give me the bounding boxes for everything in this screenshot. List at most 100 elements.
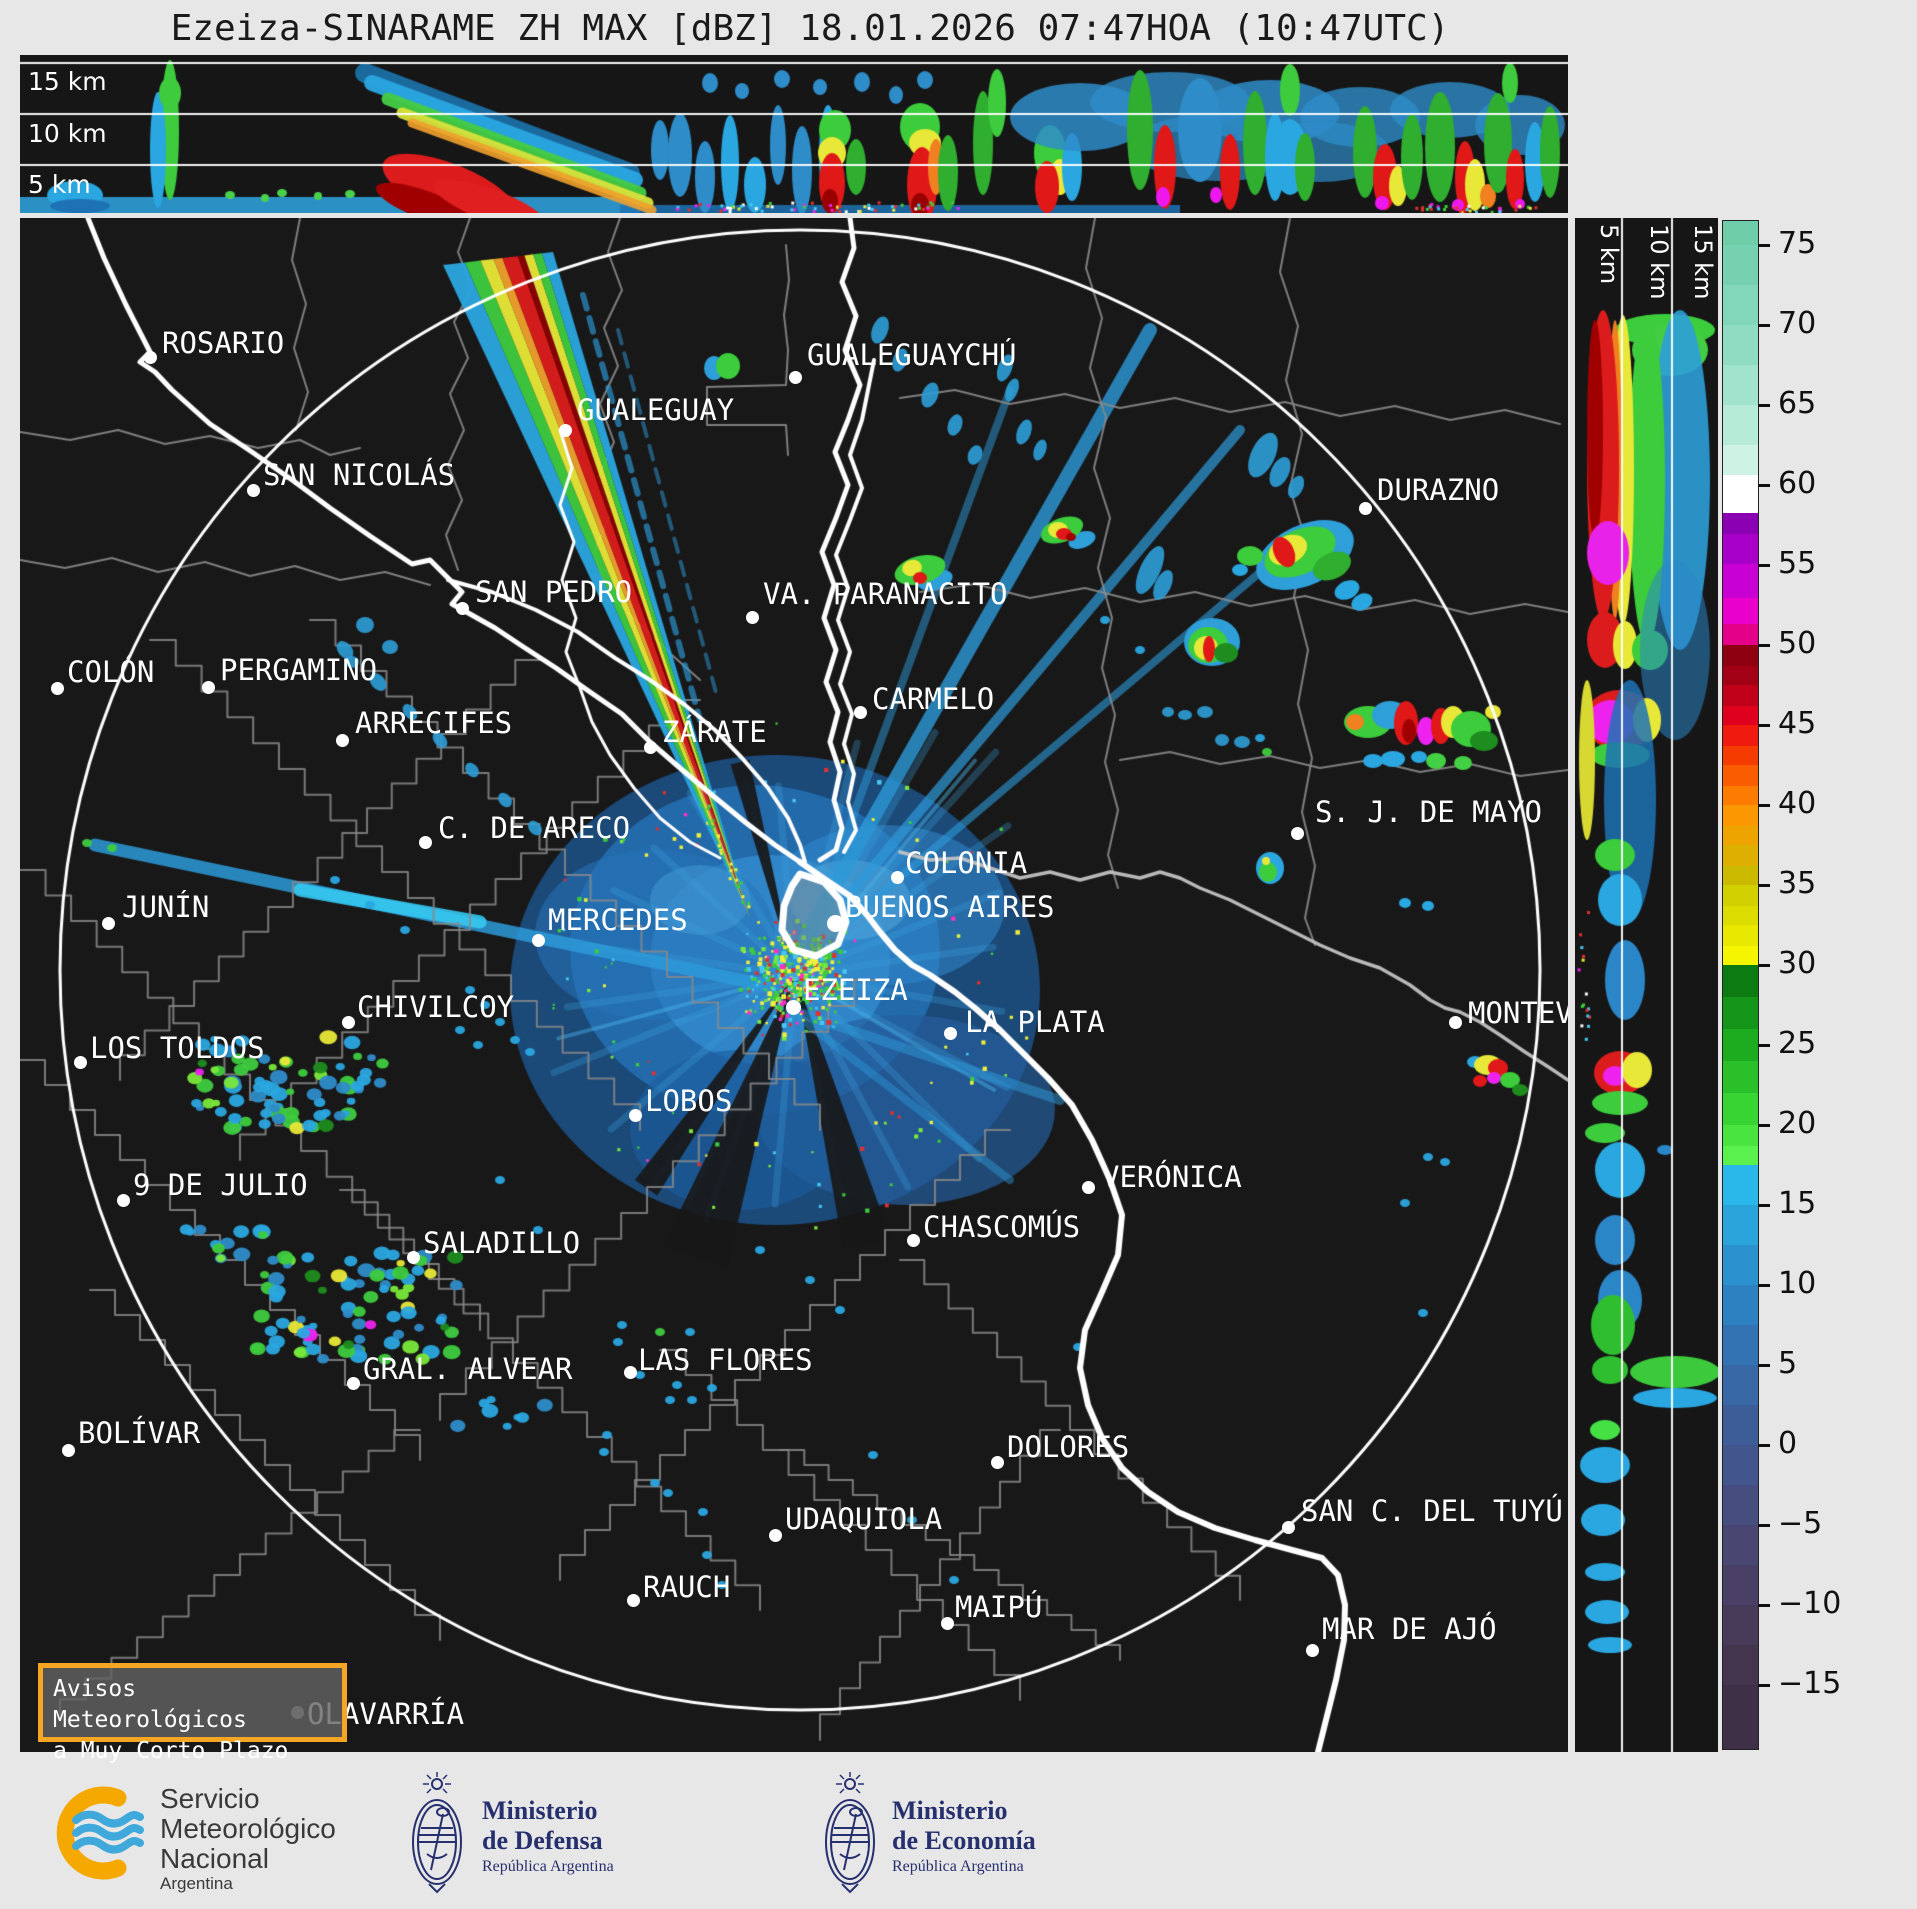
colorbar-tick xyxy=(1758,484,1770,487)
colorbar-segment xyxy=(1723,513,1758,534)
colorbar-segment xyxy=(1723,946,1758,965)
city-dot xyxy=(50,681,64,695)
colorbar-segment xyxy=(1723,221,1758,245)
city-label: COLONIA xyxy=(905,846,1028,880)
colorbar-segment xyxy=(1723,925,1758,946)
warning-line2: a Muy Corto Plazo xyxy=(53,1738,289,1764)
economia-sub: República Argentina xyxy=(892,1858,1024,1875)
colorbar-segment xyxy=(1723,786,1758,805)
city-dot xyxy=(558,423,572,437)
right-axis-label-10km: 10 km xyxy=(1645,224,1673,300)
colorbar-segment xyxy=(1723,598,1758,624)
city-label: ZÁRATE xyxy=(662,715,767,749)
colorbar-segment xyxy=(1723,624,1758,645)
colorbar-tick xyxy=(1758,1444,1770,1447)
city-dot xyxy=(1290,826,1304,840)
smn-name-line2: Meteorológico xyxy=(160,1813,336,1844)
city-label: SAN C. DEL TUYÚ xyxy=(1301,1494,1563,1528)
city-dot xyxy=(1281,1520,1295,1534)
city-dot xyxy=(890,870,904,884)
city-dot xyxy=(643,740,657,754)
colorbar-tick xyxy=(1758,964,1770,967)
colorbar-tick-label: 50 xyxy=(1778,626,1817,661)
colorbar-segment xyxy=(1723,534,1758,564)
colorbar-tick xyxy=(1758,1284,1770,1287)
city-label: CHIVILCOY xyxy=(357,990,515,1024)
colorbar-tick xyxy=(1758,1364,1770,1367)
colorbar-tick xyxy=(1758,324,1770,327)
city-label: MAIPÚ xyxy=(955,1590,1043,1624)
colorbar-tick-label: 25 xyxy=(1778,1026,1817,1061)
colorbar-tick-label: 5 xyxy=(1778,1346,1798,1381)
top-cross-section-panel: 15 km 10 km 5 km xyxy=(20,55,1568,213)
colorbar-tick-label: 30 xyxy=(1778,946,1817,981)
economia-coat-of-arms-icon xyxy=(825,1772,875,1894)
city-dot xyxy=(626,1593,640,1607)
dbz-colorbar xyxy=(1722,220,1759,1750)
city-dot xyxy=(101,916,115,930)
colorbar-segment xyxy=(1723,1485,1758,1525)
city-label: ARRECIFES xyxy=(355,706,513,740)
right-axis-label-5km: 5 km xyxy=(1595,224,1623,285)
colorbar-segment xyxy=(1723,706,1758,725)
city-label: VERÓNICA xyxy=(1102,1160,1242,1194)
city-dot xyxy=(201,680,215,694)
city-label: GUALEGUAYCHÚ xyxy=(807,338,1017,372)
city-dot xyxy=(906,1233,920,1247)
city-dot xyxy=(940,1616,954,1630)
economia-name-line2: de Economía xyxy=(892,1826,1036,1855)
warning-line1: Avisos Meteorológicos xyxy=(53,1676,247,1733)
colorbar-tick xyxy=(1758,1684,1770,1687)
colorbar-segment xyxy=(1723,765,1758,786)
colorbar-segment xyxy=(1723,1325,1758,1365)
city-label: DURAZNO xyxy=(1377,473,1500,507)
colorbar-segment xyxy=(1723,325,1758,365)
city-label: GUALEGUAY xyxy=(577,393,735,427)
top-axis-label-15km: 15 km xyxy=(28,67,107,96)
colorbar-segment xyxy=(1723,1525,1758,1565)
colorbar-segment xyxy=(1723,445,1758,475)
smn-name-line3: Nacional xyxy=(160,1843,269,1874)
city-label: MERCEDES xyxy=(548,903,688,937)
defensa-name-line2: de Defensa xyxy=(482,1826,603,1855)
colorbar-segment xyxy=(1723,475,1758,513)
city-dot xyxy=(143,350,157,364)
colorbar-segment xyxy=(1723,1093,1758,1125)
city-label: SAN NICOLÁS xyxy=(263,458,456,492)
colorbar-tick-label: 45 xyxy=(1778,706,1817,741)
city-label: ROSARIO xyxy=(162,326,285,360)
city-dot xyxy=(116,1193,130,1207)
colorbar-tick xyxy=(1758,244,1770,247)
city-label: JUNÍN xyxy=(122,890,210,924)
colorbar-segment xyxy=(1723,1645,1758,1685)
colorbar-segment xyxy=(1723,1285,1758,1325)
colorbar-tick-label: −10 xyxy=(1778,1586,1842,1621)
city-label: GRAL. ALVEAR xyxy=(363,1352,573,1386)
colorbar-tick-label: 20 xyxy=(1778,1106,1817,1141)
city-dot xyxy=(788,370,802,384)
colorbar-segment xyxy=(1723,746,1758,765)
colorbar-segment xyxy=(1723,906,1758,925)
colorbar-segment xyxy=(1723,965,1758,997)
city-dot xyxy=(628,1108,642,1122)
top-axis-label-5km: 5 km xyxy=(28,170,91,199)
city-dot xyxy=(1448,1015,1462,1029)
city-label: BOLÍVAR xyxy=(78,1416,201,1450)
colorbar-segment xyxy=(1723,1365,1758,1405)
city-label: CHASCOMÚS xyxy=(923,1210,1081,1244)
city-label: MONTEVIDEO xyxy=(1468,996,1568,1030)
city-dot xyxy=(455,601,469,615)
colorbar-segment xyxy=(1723,826,1758,845)
city-dot xyxy=(341,1015,355,1029)
defensa-name-line1: Ministerio xyxy=(482,1796,598,1825)
colorbar-segment xyxy=(1723,405,1758,445)
city-dot xyxy=(73,1055,87,1069)
colorbar-tick xyxy=(1758,1044,1770,1047)
city-label: CARMELO xyxy=(872,682,995,716)
colorbar-segment xyxy=(1723,1029,1758,1061)
economia-name-line1: Ministerio xyxy=(892,1796,1008,1825)
colorbar-tick-label: 60 xyxy=(1778,466,1817,501)
city-label: S. J. DE MAYO xyxy=(1315,795,1542,829)
colorbar-tick-label: −15 xyxy=(1778,1666,1842,1701)
